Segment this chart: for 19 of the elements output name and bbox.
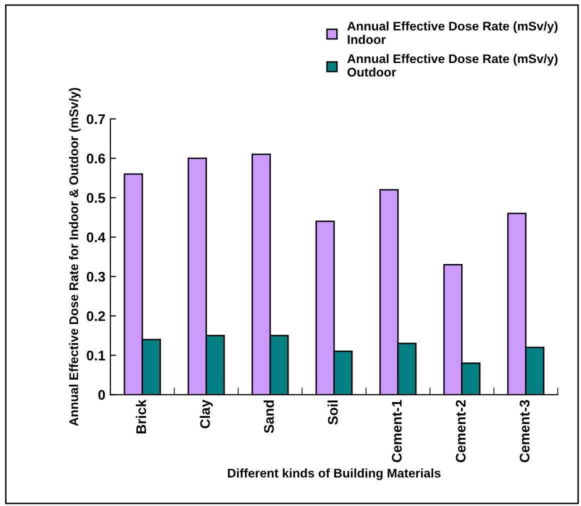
x-tick-label: Brick — [136, 400, 146, 434]
x-tick-label: Soil — [328, 400, 338, 425]
x-tick-label: Cement-3 — [520, 400, 530, 462]
y-tick-label: 0.7 — [86, 114, 105, 124]
x-tick-label: Clay — [200, 400, 213, 428]
legend-label: Annual Effective Dose Rate (mSv/y) Indoor — [347, 21, 558, 44]
x-tick-label: Cement-1 — [392, 400, 402, 462]
x-axis-title: Different kinds of Building Materials — [228, 468, 441, 480]
y-tick-label: 0 — [98, 390, 105, 400]
x-tick-label: Sand — [264, 400, 274, 434]
y-tick-label: 0.4 — [86, 232, 106, 242]
x-tick-label: Cement-2 — [456, 400, 466, 462]
y-tick-label: 0.1 — [86, 350, 106, 360]
legend-label: Annual Effective Dose Rate (mSv/y) Outdoor — [347, 54, 558, 77]
y-tick-label: 0.6 — [86, 154, 106, 164]
y-tick-label: 0.3 — [86, 272, 106, 282]
y-tick-label: 0.5 — [86, 193, 106, 203]
y-tick-label: 0.2 — [86, 311, 105, 322]
y-axis-title: Annual Effective Dose Rate for Indoor & Outdoor (mSv/y) — [69, 88, 81, 426]
